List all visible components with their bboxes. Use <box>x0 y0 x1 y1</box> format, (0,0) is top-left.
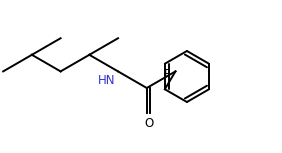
Text: F: F <box>164 68 171 81</box>
Text: O: O <box>145 117 154 130</box>
Text: HN: HN <box>98 74 116 87</box>
